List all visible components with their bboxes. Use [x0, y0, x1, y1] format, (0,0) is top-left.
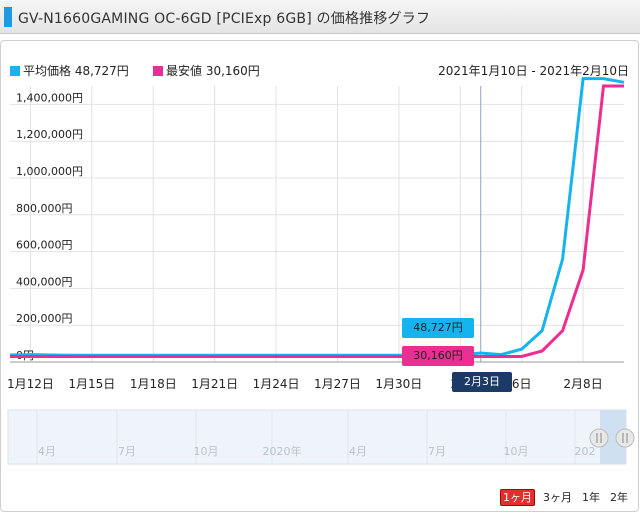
- y-tick-label-3: 600,000円: [16, 239, 73, 252]
- page-title: GV-N1660GAMING OC-6GD [PCIExp 6GB] の価格推移…: [18, 11, 431, 27]
- navigator-label-1: 7月: [118, 445, 136, 458]
- title-accent-bar: [4, 7, 12, 27]
- x-tick-label-5: 1月27日: [314, 377, 361, 391]
- x-tick-label-4: 1月24日: [253, 377, 300, 391]
- average-swatch: [10, 65, 20, 76]
- tooltip-minimum: 30,160円: [402, 346, 474, 366]
- legend-item-average[interactable]: 平均価格 48,727円: [10, 62, 129, 79]
- period-3-months[interactable]: 3ヶ月: [543, 491, 572, 504]
- navigator-label-3: 2020年: [263, 444, 302, 458]
- tooltip-average: 48,727円: [402, 318, 474, 338]
- x-tick-label-8: 6日: [512, 377, 532, 391]
- y-tick-label-6: 1,200,000円: [16, 128, 83, 141]
- x-tick-label-6: 1月30日: [375, 377, 422, 391]
- x-tick-label-1: 1月15日: [68, 377, 115, 391]
- minimum-label: 最安値 30,160円: [166, 64, 260, 78]
- title-bar: GV-N1660GAMING OC-6GD [PCIExp 6GB] の価格推移…: [0, 0, 640, 34]
- navigator-label-2: 10月: [194, 445, 219, 458]
- average-label: 平均価格 48,727円: [23, 64, 129, 78]
- tooltip-date: 2月3日: [452, 372, 512, 392]
- period-1-month[interactable]: 1ヶ月: [500, 489, 535, 506]
- series-line-average: [9, 77, 625, 357]
- navigator-handle-left: [589, 428, 609, 448]
- x-tick-label-0: 1月12日: [7, 377, 54, 391]
- navigator-label-7: 202: [575, 445, 596, 458]
- legend-item-minimum[interactable]: 最安値 30,160円: [153, 62, 260, 79]
- period-1-year[interactable]: 1年: [582, 491, 600, 504]
- date-range: 2021年1月10日 - 2021年2月10日: [438, 64, 629, 78]
- navigator-label-6: 10月: [504, 445, 529, 458]
- chart-grid: [10, 86, 624, 363]
- period-2-years[interactable]: 2年: [610, 491, 628, 504]
- navigator-handle-right: [615, 428, 635, 448]
- y-tick-label-7: 1,400,000円: [16, 91, 83, 104]
- x-axis-labels: 1月12日1月15日1月18日1月21日1月24日1月27日1月30日2月6日2…: [7, 377, 603, 391]
- y-axis-labels: 0円200,000円400,000円600,000円800,000円1,000,…: [16, 91, 83, 362]
- y-tick-label-1: 200,000円: [16, 312, 73, 325]
- y-tick-label-2: 400,000円: [16, 275, 73, 288]
- x-tick-label-3: 1月21日: [191, 377, 238, 391]
- period-selector: 1ヶ月 3ヶ月 1年 2年: [500, 489, 630, 506]
- y-tick-label-4: 800,000円: [16, 202, 73, 215]
- y-tick-label-5: 1,000,000円: [16, 165, 83, 178]
- minimum-swatch: [153, 65, 163, 76]
- navigator-label-4: 4月: [349, 445, 367, 458]
- navigator-label-0: 4月: [38, 445, 56, 458]
- navigator-track: [7, 409, 627, 465]
- series-line-minimum: [10, 84, 624, 358]
- navigator-label-5: 7月: [428, 445, 446, 458]
- range-navigator: 4月 7月 10月 2020年 4月 7月 10月 202: [7, 409, 635, 465]
- x-tick-label-9: 2月8日: [563, 377, 602, 391]
- x-tick-label-2: 1月18日: [130, 377, 177, 391]
